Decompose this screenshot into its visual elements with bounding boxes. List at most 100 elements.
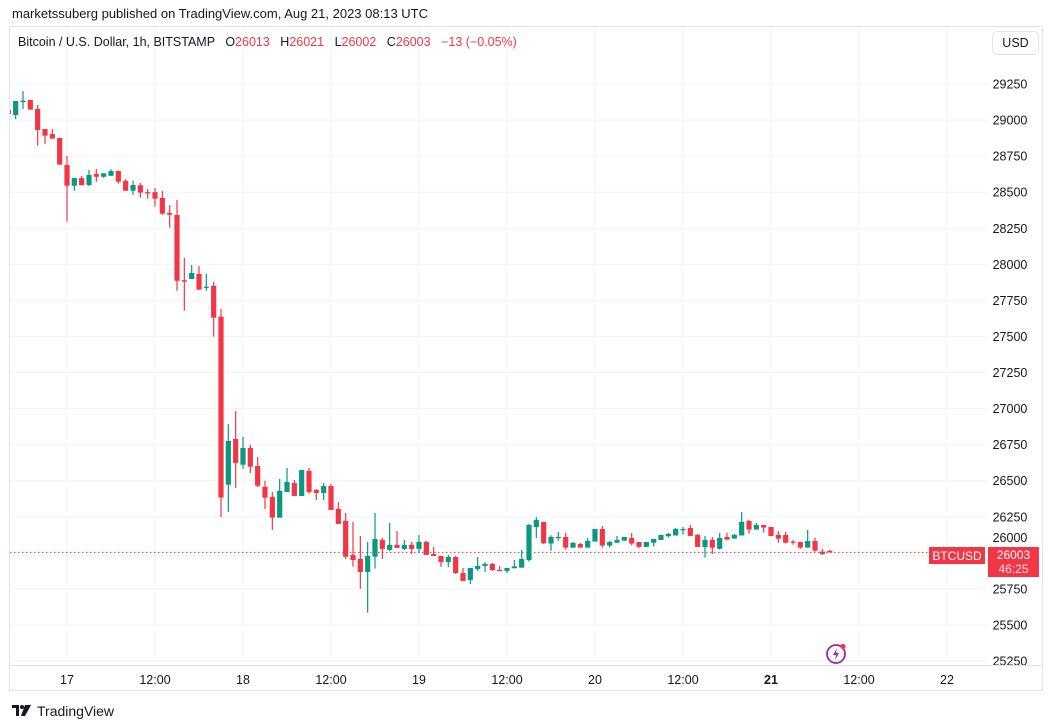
candle-up <box>739 511 745 536</box>
price-tick-label: 27500 <box>993 330 1028 344</box>
lightning-bolt-icon[interactable] <box>825 642 849 671</box>
candle-down <box>328 484 334 510</box>
candle-body <box>761 524 767 528</box>
candle-body <box>783 534 789 543</box>
time-tick-label: 12:00 <box>315 673 346 687</box>
time-tick-label: 12:00 <box>843 673 874 687</box>
candle-up <box>130 180 136 196</box>
candle-up <box>753 522 759 530</box>
candle-down <box>761 524 767 533</box>
candle-body <box>247 447 253 467</box>
candle-body <box>71 178 77 186</box>
candle-down <box>255 457 261 488</box>
candle-body <box>145 192 151 194</box>
time-axis[interactable]: 17 12:00 18 12:00 19 12:00 20 12:00 21 12:00 22 <box>60 673 954 687</box>
price-tick-label: 26000 <box>993 531 1028 545</box>
candle-down <box>145 189 151 199</box>
candle-body <box>438 555 444 563</box>
candle-body <box>555 536 561 539</box>
candle-body <box>519 559 525 568</box>
price-tick-label: 29250 <box>993 78 1028 92</box>
time-tick-label: 17 <box>60 673 74 687</box>
candle-down <box>49 129 55 139</box>
candle-body <box>526 524 532 561</box>
candle-up <box>592 529 598 542</box>
time-tick-label: 21 <box>764 673 778 687</box>
candle-down <box>379 537 385 560</box>
candle-body <box>335 508 341 524</box>
candle-up <box>86 169 92 186</box>
candle-body <box>196 273 202 290</box>
candle-body <box>753 524 759 530</box>
candle-down <box>313 488 319 501</box>
candle-body <box>291 482 297 496</box>
candle-body <box>306 471 312 492</box>
candle-down <box>291 479 297 496</box>
candle-body <box>731 534 737 539</box>
close-value: 26003 <box>395 35 431 49</box>
candle-body <box>548 536 554 544</box>
publisher-line: marketssuberg published on TradingView.c… <box>12 6 429 21</box>
price-tick-label: 27000 <box>993 402 1028 416</box>
tradingview-logo[interactable]: TradingView <box>12 703 114 719</box>
candle-down <box>218 309 224 518</box>
candle-body <box>431 553 437 556</box>
candle-body <box>563 536 569 548</box>
candle-body <box>189 272 195 280</box>
candle-down <box>27 100 33 110</box>
candle-up <box>240 436 246 470</box>
candle-body <box>709 539 715 548</box>
price-axis[interactable]: 25250 25500 25750 26000 26250 26500 26750 27000… <box>993 78 1028 669</box>
candle-down <box>709 536 715 554</box>
candle-down <box>599 525 605 548</box>
candle-down <box>394 531 400 548</box>
candle-body <box>599 529 605 546</box>
candle-down <box>695 533 701 548</box>
candle-body <box>101 173 107 177</box>
candle-down <box>335 502 341 524</box>
candle-body <box>181 280 187 282</box>
candle-down <box>724 532 730 540</box>
candle-down <box>196 266 202 290</box>
low-label: L <box>334 35 342 49</box>
candle-down <box>775 531 781 543</box>
symbol-legend: Bitcoin / U.S. Dollar, 1h, BITSTAMP O260… <box>18 35 517 49</box>
candle-body <box>673 529 679 536</box>
candle-down <box>827 549 833 553</box>
time-tick-label: 12:00 <box>139 673 170 687</box>
candle-body <box>13 101 19 116</box>
candle-body <box>167 212 173 215</box>
candle-body <box>504 567 510 571</box>
candle-up <box>108 169 114 177</box>
candle-body <box>203 286 209 288</box>
candle-up <box>731 533 737 539</box>
time-tick-label: 22 <box>940 673 954 687</box>
tradingview-logo-icon <box>12 705 31 716</box>
candle-up <box>401 539 407 550</box>
last-price-value: 26003 <box>996 548 1031 562</box>
candle-body <box>717 537 723 549</box>
candle-body <box>211 285 217 318</box>
candle-body <box>350 554 356 561</box>
candle-up <box>13 101 19 120</box>
candle-down <box>797 541 803 549</box>
candle-down <box>687 524 693 536</box>
high-label: H <box>280 35 290 49</box>
candle-body <box>10 109 11 115</box>
currency-button[interactable]: USD <box>992 31 1039 55</box>
candle-up <box>71 178 77 191</box>
price-tick-label: 25500 <box>993 618 1028 632</box>
candle-up <box>555 531 561 541</box>
candle-body <box>768 526 774 536</box>
candle-body <box>313 489 319 493</box>
candle-up <box>533 517 539 538</box>
candle-body <box>93 174 99 177</box>
candle-down <box>541 521 547 545</box>
time-tick-label: 18 <box>236 673 250 687</box>
candle-body <box>445 556 451 563</box>
open-label: O <box>225 35 236 49</box>
candle-body <box>262 486 268 498</box>
candle-down <box>563 532 569 550</box>
price-tick-label: 26750 <box>993 438 1028 452</box>
